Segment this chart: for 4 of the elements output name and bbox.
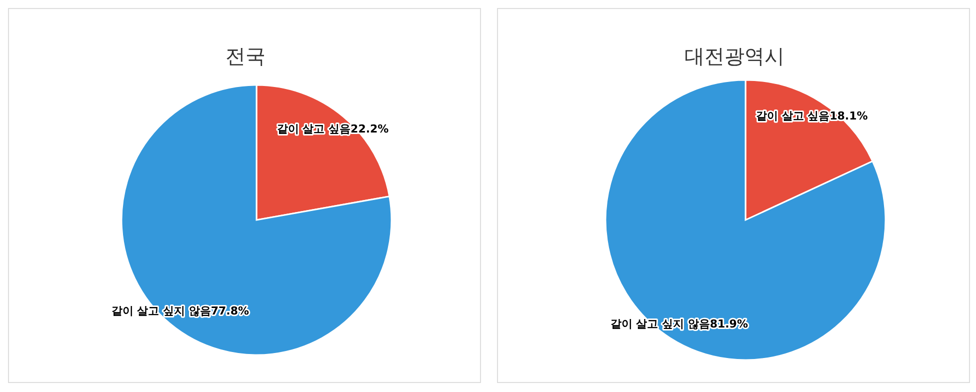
chart-title: 전국 (224, 43, 266, 70)
chart-title: 대전광역시 (684, 43, 786, 70)
pie-slice (604, 79, 886, 361)
slice-label: 같이 살고 싶지 않음77.8% (111, 304, 250, 318)
